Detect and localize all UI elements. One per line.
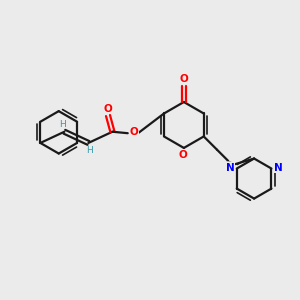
Text: O: O (179, 74, 188, 84)
Text: H: H (59, 120, 66, 129)
Text: H: H (86, 146, 93, 155)
Text: O: O (179, 150, 188, 160)
Text: S: S (224, 161, 231, 171)
Text: O: O (103, 104, 112, 114)
Text: N: N (274, 163, 282, 173)
Text: O: O (129, 127, 138, 137)
Text: N: N (226, 163, 235, 173)
